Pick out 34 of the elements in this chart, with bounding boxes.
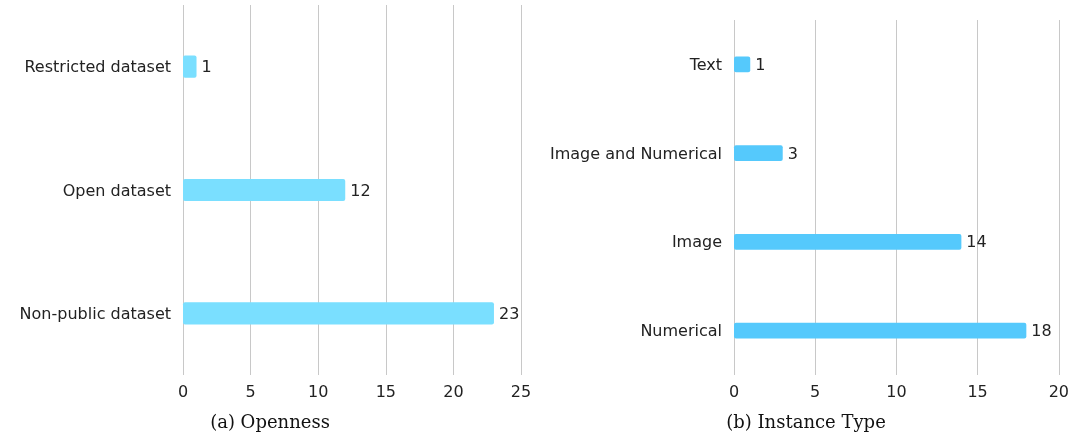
y-tick-label: Text	[688, 54, 722, 74]
data-label: 12	[350, 180, 371, 200]
bar	[734, 233, 962, 250]
y-tick-label: Open dataset	[62, 180, 171, 200]
data-label: 3	[787, 143, 798, 163]
bar	[183, 178, 346, 202]
x-tick-label: 0	[177, 381, 189, 401]
x-tick-label: 5	[810, 381, 821, 401]
x-tick-label: 20	[1048, 381, 1069, 401]
bar	[183, 302, 494, 325]
y-tick-label: Non-public dataset	[19, 303, 171, 323]
x-tick-label: 15	[967, 381, 988, 401]
x-tick-label: 10	[886, 381, 907, 401]
data-label: 23	[498, 303, 520, 323]
y-tick-label: Image	[671, 232, 722, 252]
data-label: 18	[1031, 321, 1052, 341]
text: (a) Openness	[210, 410, 330, 432]
y-tick-label: Restricted dataset	[24, 57, 171, 77]
bar	[734, 145, 783, 162]
x-tick-label: 15	[375, 381, 396, 401]
bar	[183, 55, 197, 78]
bar	[734, 322, 1027, 339]
x-tick-label: 0	[728, 381, 740, 401]
data-label: 14	[966, 232, 987, 252]
x-tick-label: 20	[443, 381, 464, 401]
x-tick-label: 5	[245, 381, 256, 401]
x-tick-label: 25	[510, 381, 532, 401]
y-tick-label: Numerical	[640, 321, 722, 341]
x-tick-label: 10	[308, 381, 329, 401]
bar	[734, 56, 751, 73]
y-tick-label: Image and Numerical	[550, 143, 722, 163]
data-label: 1	[201, 57, 212, 77]
data-label: 1	[755, 54, 766, 74]
text: (b) Instance Type	[726, 410, 886, 432]
